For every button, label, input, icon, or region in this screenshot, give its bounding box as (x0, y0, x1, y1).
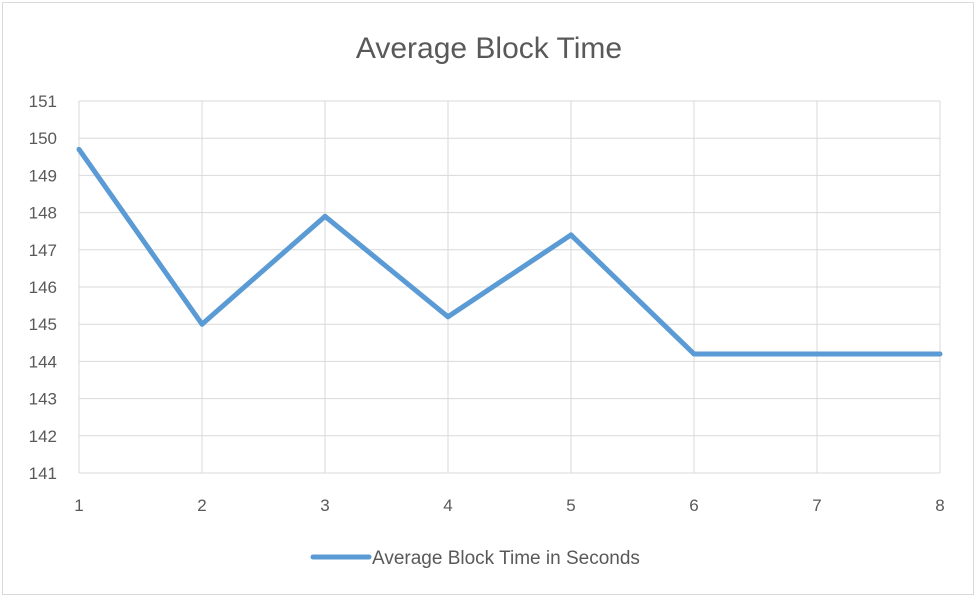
data-point (322, 213, 328, 219)
series-line (76, 147, 940, 357)
data-point (937, 351, 943, 357)
y-tick-label: 141 (29, 464, 57, 483)
x-tick-label: 7 (812, 496, 821, 515)
data-point (568, 232, 574, 238)
y-tick-label: 143 (29, 390, 57, 409)
data-point (76, 146, 82, 152)
x-tick-label: 4 (443, 496, 452, 515)
x-tick-label: 2 (197, 496, 206, 515)
x-tick-label: 6 (689, 496, 698, 515)
x-tick-label: 1 (74, 496, 83, 515)
legend: Average Block Time in Seconds (310, 548, 640, 569)
y-tick-label: 148 (29, 204, 57, 223)
y-tick-label: 151 (29, 92, 57, 111)
x-tick-label: 8 (935, 496, 944, 515)
y-tick-label: 150 (29, 129, 57, 148)
x-tick-label: 3 (320, 496, 329, 515)
y-tick-label: 142 (29, 427, 57, 446)
x-axis-ticks: 1 2 3 4 5 6 7 8 (74, 496, 944, 515)
data-point (445, 314, 451, 320)
legend-label: Average Block Time in Seconds (372, 548, 640, 569)
chart-title: Average Block Time (356, 32, 622, 65)
series-layer (76, 146, 943, 357)
y-tick-label: 144 (29, 352, 57, 371)
y-tick-label: 149 (29, 166, 57, 185)
y-axis-ticks: 141 142 143 144 145 146 147 148 149 150 151 (29, 92, 57, 483)
data-point (814, 351, 820, 357)
y-tick-label: 146 (29, 278, 57, 297)
grid-layer (78, 100, 941, 474)
data-point (691, 351, 697, 357)
y-tick-label: 145 (29, 315, 57, 334)
y-tick-label: 147 (29, 241, 57, 260)
x-tick-label: 5 (566, 496, 575, 515)
data-point (199, 321, 205, 327)
